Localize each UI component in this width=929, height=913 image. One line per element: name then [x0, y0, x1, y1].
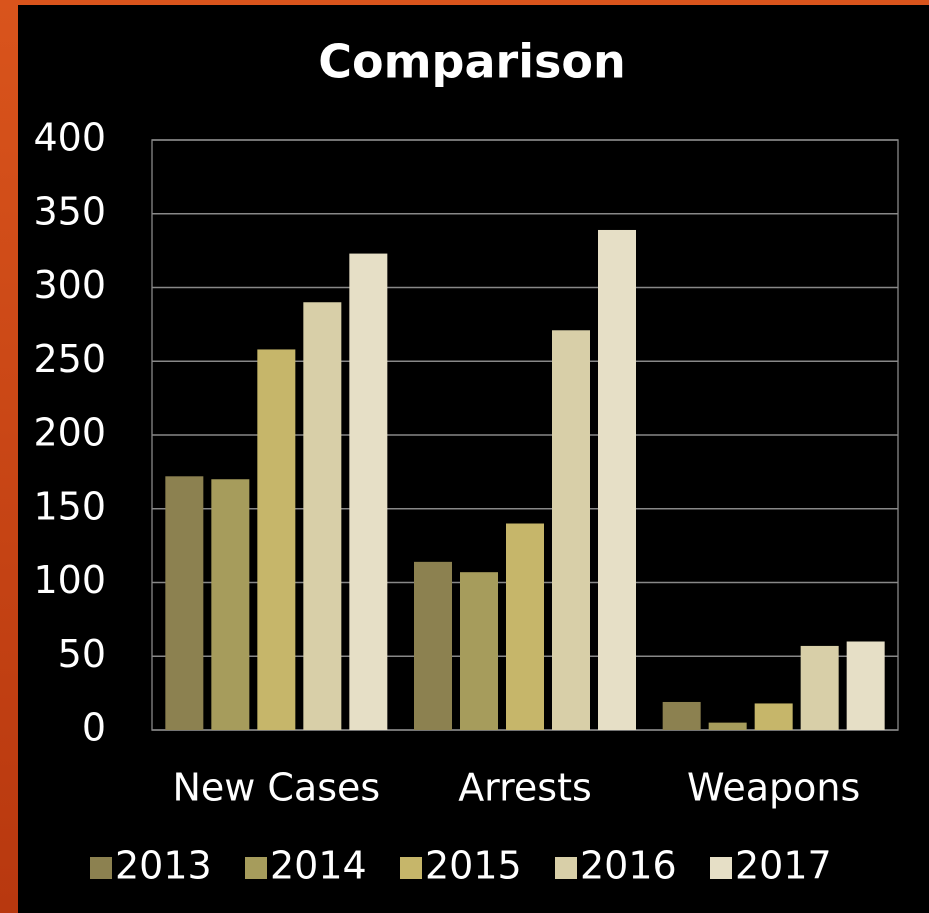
legend-label: 2015 — [425, 844, 522, 888]
legend-swatch — [555, 857, 577, 879]
legend-label: 2016 — [580, 844, 677, 888]
bar — [211, 479, 250, 730]
legend-swatch — [90, 857, 112, 879]
bar — [800, 645, 839, 730]
bar — [460, 572, 498, 730]
bar — [303, 302, 342, 730]
bar — [506, 523, 544, 730]
y-tick-label: 0 — [82, 706, 106, 750]
y-tick-label: 100 — [33, 558, 106, 602]
bar — [165, 476, 204, 730]
chart-title: Comparison — [318, 35, 625, 89]
bar — [552, 330, 590, 730]
y-tick-label: 250 — [33, 337, 106, 381]
bar — [754, 703, 793, 730]
y-tick-label: 50 — [58, 632, 106, 676]
bar — [257, 349, 296, 730]
x-tick-label: New Cases — [172, 766, 380, 810]
bar — [349, 253, 388, 730]
x-tick-label: Arrests — [458, 766, 592, 810]
legend-swatch — [245, 857, 267, 879]
x-tick-label: Weapons — [687, 766, 860, 810]
y-tick-label: 300 — [33, 263, 106, 307]
bar — [598, 229, 636, 730]
bar — [846, 641, 885, 730]
legend-label: 2013 — [115, 844, 212, 888]
legend-swatch — [400, 857, 422, 879]
legend-swatch — [710, 857, 732, 879]
panel — [18, 5, 929, 913]
y-tick-label: 200 — [33, 411, 106, 455]
bar — [662, 701, 701, 730]
bar — [708, 722, 747, 730]
y-tick-label: 350 — [33, 189, 106, 233]
legend-label: 2017 — [735, 844, 832, 888]
legend-label: 2014 — [270, 844, 367, 888]
bar — [414, 561, 452, 730]
y-tick-label: 150 — [33, 484, 106, 528]
y-tick-label: 400 — [33, 116, 106, 160]
